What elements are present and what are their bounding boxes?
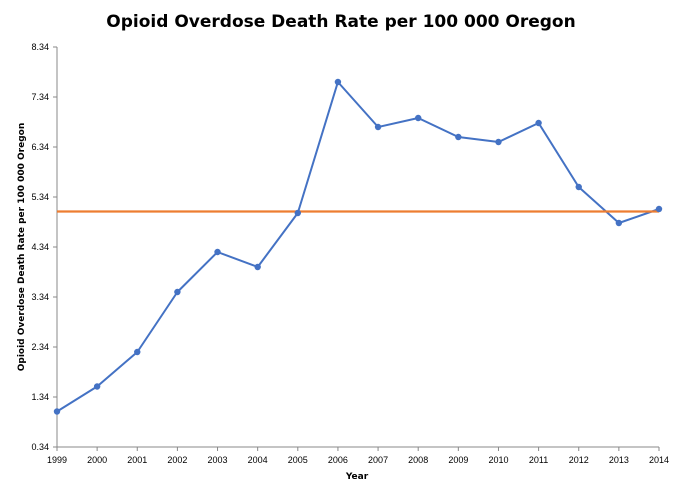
x-tick-label: 2008 bbox=[408, 455, 428, 465]
data-point bbox=[655, 205, 663, 213]
x-tick-label: 2014 bbox=[649, 455, 669, 465]
x-axis-ticks: 1999 2000 2001 2002 2003 2004 2005 2006 2007 2008… bbox=[47, 447, 669, 465]
y-axis-label: Opioid Overdose Death Rate per 100 000 O… bbox=[17, 123, 27, 372]
data-point bbox=[53, 408, 61, 415]
data-point bbox=[93, 383, 101, 390]
data-point bbox=[615, 219, 623, 227]
data-point bbox=[174, 288, 181, 296]
data-point bbox=[455, 133, 462, 141]
x-tick-label: 2001 bbox=[127, 455, 147, 465]
y-axis-ticks: 0.34 1.34 2.34 3.34 4.34 5.34 6.34 7.34 8.34 bbox=[31, 42, 57, 452]
series-layer bbox=[53, 78, 663, 415]
x-tick-label: 2010 bbox=[488, 455, 508, 465]
data-point bbox=[334, 78, 342, 86]
data-point bbox=[254, 263, 261, 271]
y-tick-label: 3.34 bbox=[31, 292, 49, 302]
data-point bbox=[214, 248, 221, 256]
chart-title: Opioid Overdose Death Rate per 100 000 O… bbox=[106, 12, 575, 32]
series-line-death-rate bbox=[56, 81, 660, 413]
x-tick-label: 2013 bbox=[609, 455, 629, 465]
x-tick-label: 2003 bbox=[208, 455, 228, 465]
x-axis-label: Year bbox=[345, 472, 369, 482]
x-tick-label: 2011 bbox=[529, 455, 548, 465]
y-tick-label: 1.34 bbox=[31, 392, 49, 402]
x-tick-label: 2012 bbox=[569, 455, 589, 465]
x-tick-label: 2007 bbox=[368, 455, 388, 465]
y-tick-label: 2.34 bbox=[31, 342, 49, 352]
y-tick-label: 0.34 bbox=[31, 442, 49, 452]
x-tick-label: 1999 bbox=[47, 455, 67, 465]
x-tick-label: 2005 bbox=[288, 455, 308, 465]
y-tick-label: 5.34 bbox=[31, 192, 49, 202]
x-tick-label: 2009 bbox=[448, 455, 468, 465]
data-point bbox=[134, 348, 141, 356]
data-point bbox=[294, 209, 301, 217]
data-point bbox=[535, 119, 542, 127]
y-tick-label: 6.34 bbox=[31, 142, 49, 152]
x-tick-label: 2002 bbox=[167, 455, 187, 465]
data-point bbox=[374, 123, 382, 131]
data-point bbox=[495, 138, 502, 146]
y-tick-label: 7.34 bbox=[31, 92, 49, 102]
y-tick-label: 8.34 bbox=[31, 42, 49, 52]
x-tick-label: 2000 bbox=[87, 455, 107, 465]
x-tick-label: 2006 bbox=[328, 455, 348, 465]
x-tick-label: 2004 bbox=[248, 455, 268, 465]
data-point bbox=[575, 183, 582, 191]
y-tick-label: 4.34 bbox=[31, 242, 49, 252]
data-point bbox=[415, 114, 422, 122]
